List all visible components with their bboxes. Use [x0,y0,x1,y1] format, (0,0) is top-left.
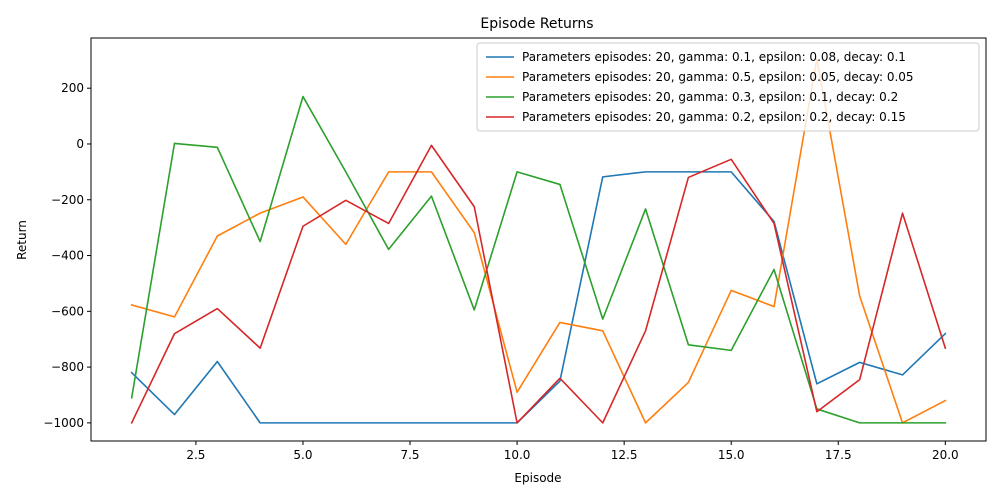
series-line-3 [130,95,947,424]
axes-frame [90,37,987,442]
x-tick-label: 5.0 [293,448,312,462]
y-axis-label: Return [15,220,29,260]
y-tick-label: −600 [51,304,84,318]
x-tick-label: 10.0 [504,448,531,462]
x-axis: 2.5 5.0 7.5 10.0 12.5 15.0 17.5 20.0 [186,441,959,462]
legend-label: Parameters episodes: 20, gamma: 0.3, eps… [522,90,898,104]
chart-title: Episode Returns [480,16,593,32]
x-tick-label: 7.5 [400,448,419,462]
y-tick-label: 200 [61,81,84,95]
legend: Parameters episodes: 20, gamma: 0.1, eps… [476,42,980,132]
x-axis-label: Episode [514,471,561,485]
series-lines [130,58,947,424]
legend-label: Parameters episodes: 20, gamma: 0.2, eps… [522,110,906,124]
x-tick-label: 2.5 [186,448,205,462]
series-line-4 [130,144,947,424]
y-tick-label: −200 [51,193,84,207]
series-line-1 [130,171,947,424]
x-tick-label: 15.0 [718,448,745,462]
x-tick-label: 12.5 [611,448,638,462]
x-tick-label: 20.0 [932,448,959,462]
y-tick-label: −400 [51,249,84,263]
y-tick-label: −1000 [43,416,84,430]
x-tick-label: 17.5 [825,448,852,462]
y-tick-label: −800 [51,360,84,374]
y-axis: −1000 −800 −600 −400 −200 0 200 [43,81,91,430]
legend-label: Parameters episodes: 20, gamma: 0.1, eps… [522,50,906,64]
y-tick-label: 0 [76,137,84,151]
plot-area [90,37,987,442]
legend-box [476,42,980,132]
legend-label: Parameters episodes: 20, gamma: 0.5, eps… [522,70,914,84]
